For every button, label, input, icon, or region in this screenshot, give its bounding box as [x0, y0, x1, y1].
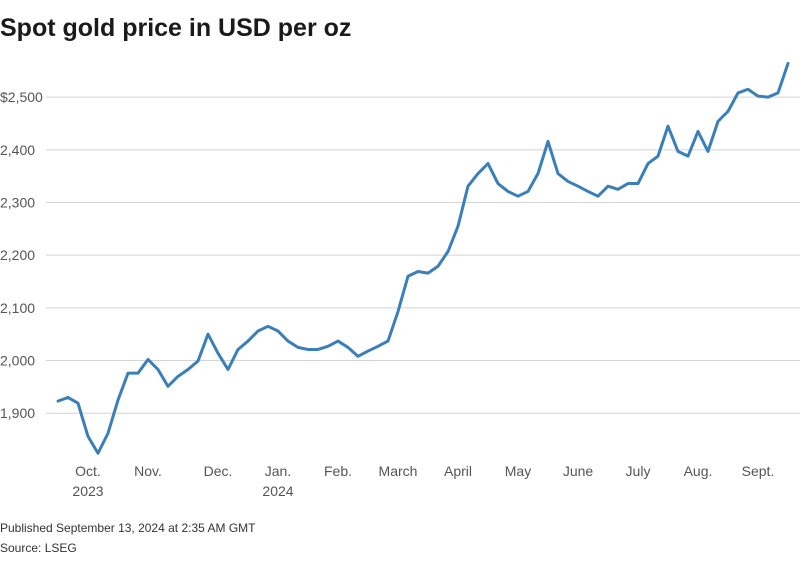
y-tick-label: 2,400 — [0, 142, 35, 158]
x-tick-label: Oct. 2023 — [72, 463, 103, 499]
x-tick-label: May — [505, 463, 531, 479]
y-tick-label: 1,900 — [0, 405, 35, 421]
source: Source: LSEG — [0, 541, 77, 555]
x-tick-label: Sept. — [742, 463, 775, 479]
x-tick-label: June — [563, 463, 594, 479]
y-tick-label: 2,100 — [0, 300, 35, 316]
x-tick-label: March — [379, 463, 418, 479]
y-tick-label: 2,300 — [0, 195, 35, 211]
x-tick-label: Aug. — [684, 463, 713, 479]
chart-title: Spot gold price in USD per oz — [0, 14, 351, 42]
x-tick-label: April — [444, 463, 472, 479]
y-tick-label: 2,000 — [0, 353, 35, 369]
x-tick-label: Feb. — [324, 463, 352, 479]
y-tick-label: $2,500 — [0, 89, 43, 105]
footnote: Published September 13, 2024 at 2:35 AM … — [0, 521, 256, 535]
y-tick-label: 2,200 — [0, 247, 35, 263]
data-line — [56, 61, 790, 455]
x-tick-label: Nov. — [134, 463, 162, 479]
x-tick-label: July — [626, 463, 651, 479]
x-tick-label: Jan. 2024 — [262, 463, 293, 499]
x-tick-label: Dec. — [204, 463, 233, 479]
